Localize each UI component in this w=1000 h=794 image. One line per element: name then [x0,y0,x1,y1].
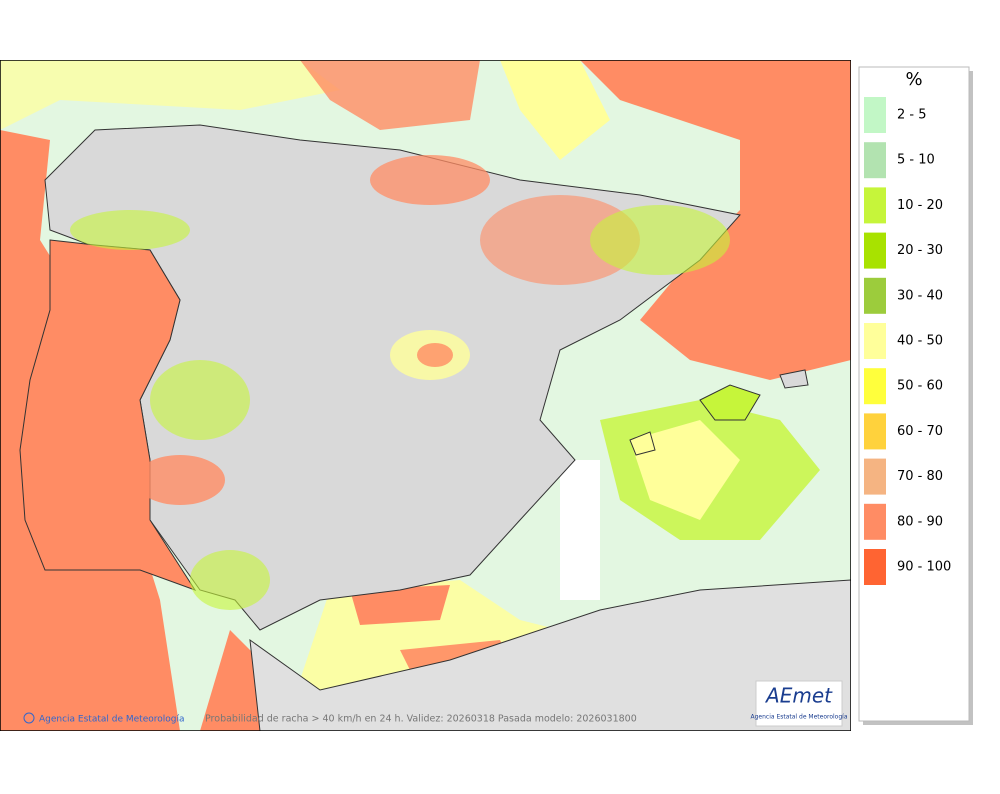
logo-subtitle: Agencia Estatal de Meteorología [751,714,848,721]
legend-label: 30 - 40 [897,288,943,303]
legend-label: 20 - 30 [897,243,943,258]
legend-swatch [864,413,886,450]
legend-swatch [864,232,886,269]
copyright-icon [23,712,35,724]
legend-label: 5 - 10 [897,153,935,168]
legend-swatch [864,458,886,495]
legend-swatch [864,277,886,314]
legend-label: 70 - 80 [897,469,943,484]
logo: AEmet Agencia Estatal de Meteorología [751,680,848,727]
legend-swatch [864,368,886,405]
legend-label: 2 - 5 [897,108,927,123]
legend-label: 80 - 90 [897,514,943,529]
legend-swatch [864,142,886,179]
legend-label: 40 - 50 [897,334,943,349]
legend-label: 90 - 100 [897,560,951,575]
credit: Agencia Estatal de Meteorología [39,715,185,725]
legend-label: 60 - 70 [897,424,943,439]
legend-label: 50 - 60 [897,379,943,394]
legend-swatch [864,187,886,224]
legend-label: 10 - 20 [897,198,943,213]
legend-title: % [905,69,922,90]
caption: Probabilidad de racha > 40 km/h en 24 h.… [205,714,637,725]
legend: % 2 - 5 5 - 10 10 - 20 20 - 30 30 - 40 40 - 5… [858,66,973,725]
map [0,60,851,731]
legend-swatch [864,97,886,133]
legend-swatch [864,323,886,359]
legend-swatch [864,503,886,540]
logo-text: AEmet [764,684,833,708]
legend-swatch [864,549,886,585]
